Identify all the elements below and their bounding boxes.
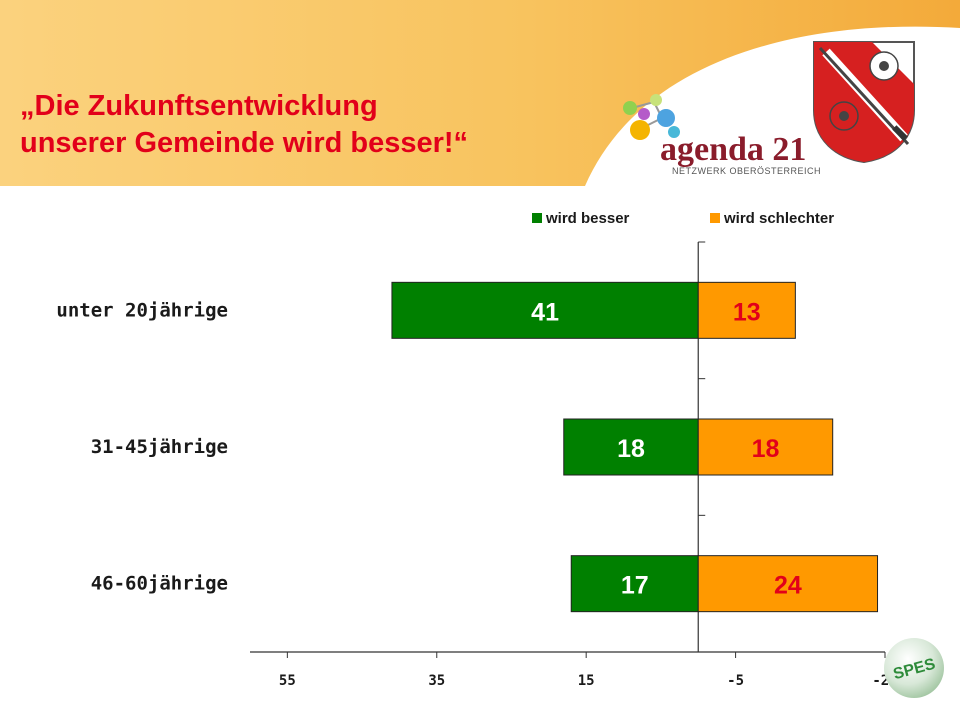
value-label-wird-besser: 41 (531, 298, 559, 326)
bar-wird-schlechter (697, 418, 834, 476)
value-label-wird-schlechter: 24 (774, 572, 802, 600)
x-tick-label: 15 (578, 673, 595, 689)
legend-swatch-schlechter (710, 213, 720, 223)
logo-subtext: NETZWERK OBERÖSTERREICH (672, 166, 821, 176)
category-label: 46-60jährige (91, 573, 228, 595)
value-label-wird-schlechter: 13 (733, 298, 761, 326)
bar-wird-besser (563, 418, 699, 476)
x-tick-label: -5 (727, 673, 744, 689)
title-line-1: „Die Zukunftsentwicklung (20, 90, 378, 122)
agenda21-logo: agenda 21 NETZWERK OBERÖSTERREICH (623, 94, 821, 176)
x-tick-label: 55 (279, 673, 296, 689)
category-label: 31-45jährige (91, 436, 228, 458)
legend: wird besser wird schlechter (532, 210, 834, 227)
bar-wird-schlechter (697, 555, 879, 613)
molecule-icon (623, 94, 680, 140)
value-label-wird-schlechter: 18 (752, 435, 780, 463)
legend-label-schlechter: wird schlechter (723, 210, 834, 227)
rose-icon (869, 51, 899, 81)
bar-wird-besser (391, 281, 699, 339)
title-line-2: unserer Gemeinde wird besser!“ (20, 127, 469, 159)
legend-swatch-besser (532, 213, 542, 223)
spes-badge: SPES (884, 638, 944, 698)
logo-text: agenda 21 (660, 131, 806, 168)
banner-shape (0, 0, 960, 186)
value-label-wird-besser: 18 (617, 435, 645, 463)
municipal-crest (813, 41, 915, 164)
bar-wird-schlechter (697, 281, 796, 339)
slide-title: „Die Zukunftsentwicklung unserer Gemeind… (20, 88, 560, 162)
category-label: unter 20jährige (56, 299, 228, 321)
x-tick-label: 35 (428, 673, 445, 689)
legend-label-besser: wird besser (545, 210, 630, 227)
rose-icon (829, 101, 859, 131)
value-label-wird-besser: 17 (621, 572, 649, 600)
